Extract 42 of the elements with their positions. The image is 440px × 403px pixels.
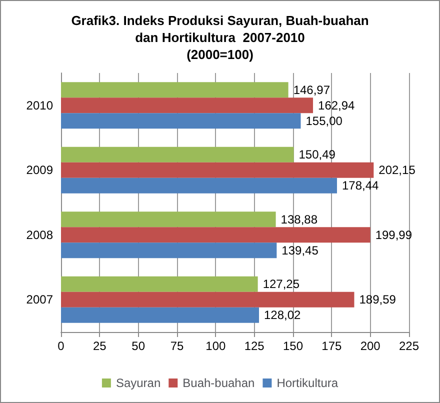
x-tick-label: 200 [360, 339, 381, 353]
bar [61, 146, 294, 162]
x-tick-label: 50 [132, 339, 146, 353]
data-label: 178,44 [342, 178, 380, 193]
data-label: 162,94 [318, 98, 356, 112]
bar [61, 98, 314, 114]
bar [61, 113, 301, 129]
x-tick-label: 0 [58, 339, 65, 353]
data-label: 199,99 [375, 228, 412, 242]
data-label: 128,02 [264, 308, 302, 322]
bar [61, 227, 370, 243]
bar [61, 82, 288, 98]
bar [61, 178, 337, 194]
bar [61, 292, 354, 308]
x-tick-label: 75 [170, 339, 184, 353]
y-tick-label: 2010 [26, 98, 54, 112]
data-label: 139,45 [282, 243, 319, 258]
data-label: 150,49 [298, 148, 336, 162]
bar [61, 242, 277, 258]
bar [61, 276, 258, 292]
data-label: 155,00 [306, 114, 343, 128]
legend-label: Sayuran [116, 376, 161, 390]
data-label: 202,15 [378, 163, 416, 178]
x-tick-label: 125 [244, 339, 265, 353]
data-label: 189,59 [359, 292, 396, 307]
chart-title: Grafik3. Indeks Produksi Sayuran, Buah-buahan dan Hortikultura 2007-2010 (2000=100) [71, 13, 369, 62]
y-tick-label: 2008 [26, 228, 54, 242]
y-tick-label: 2007 [26, 292, 54, 307]
x-tick-label: 25 [92, 339, 107, 353]
bar [61, 162, 374, 178]
x-tick-label: 175 [322, 339, 342, 353]
y-tick-label: 2009 [26, 163, 54, 178]
bar [61, 307, 260, 323]
data-label: 146,97 [293, 82, 330, 97]
x-tick-label: 150 [282, 339, 304, 353]
data-label: 138,88 [280, 212, 318, 226]
x-tick-label: 225 [398, 339, 420, 353]
legend-label: Buah-buahan [182, 376, 255, 390]
x-tick-label: 100 [206, 339, 226, 353]
bar [61, 212, 276, 228]
data-label: 127,25 [262, 277, 300, 292]
legend-label: Hortikultura [276, 376, 338, 390]
